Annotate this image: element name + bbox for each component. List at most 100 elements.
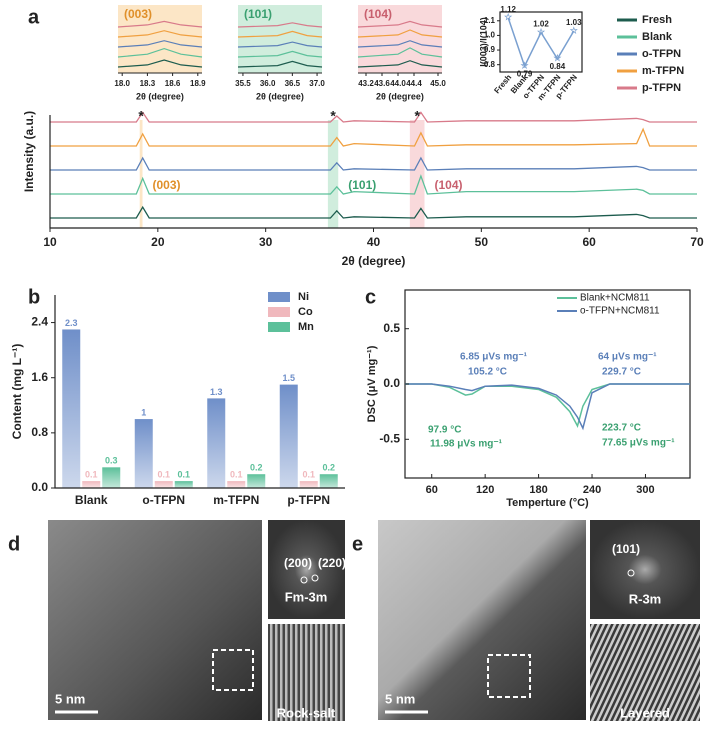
legend-swatch xyxy=(268,307,290,317)
scale-label: 5 nm xyxy=(55,691,85,706)
fft-image xyxy=(268,520,345,619)
value-label: 0.1 xyxy=(230,469,243,479)
legend-label: Mn xyxy=(298,321,314,333)
annotation: 64 μVs mg⁻¹ xyxy=(598,352,657,363)
fft-label: (200) xyxy=(284,556,312,570)
ratio-line xyxy=(507,17,575,69)
y-tick-label: 0.0 xyxy=(383,376,400,390)
roi-box xyxy=(212,649,254,691)
inset-curve xyxy=(117,47,203,58)
bar xyxy=(62,329,81,488)
x-tick-label: 18.9 xyxy=(190,79,206,88)
inset-bg xyxy=(238,5,322,73)
inset-curve xyxy=(357,20,443,28)
x-axis-label: 2θ (degree) xyxy=(342,254,406,268)
fft-label: (220) xyxy=(318,556,346,570)
panel-letter: d xyxy=(8,533,20,555)
inset-curve xyxy=(117,59,203,68)
value-label: 0.2 xyxy=(322,463,335,473)
inset-curve xyxy=(237,30,323,38)
x-tick-label: 44.4 xyxy=(406,79,422,88)
x-tick-label: 36.0 xyxy=(260,79,276,88)
x-tick-label: 30 xyxy=(259,235,273,249)
x-tick-label: m-TFPN xyxy=(213,493,259,507)
value-label: 1.02 xyxy=(533,20,549,29)
structure-label: Layered xyxy=(620,705,670,720)
ratio-point: ☆ xyxy=(537,27,546,37)
highlight-band xyxy=(139,120,143,228)
inset-curve xyxy=(357,60,443,68)
x-tick-label: 180 xyxy=(529,484,547,496)
x-tick-label: 43.2 xyxy=(358,79,374,88)
x-axis-label: 2θ (degree) xyxy=(136,91,184,101)
inset-curve xyxy=(117,30,203,38)
y-axis-label: I(003)/I(104) xyxy=(478,17,488,67)
inset-curve xyxy=(357,47,443,58)
x-tick-label: 37.0 xyxy=(309,79,325,88)
legend-label: Co xyxy=(298,306,313,318)
x-tick-label: 18.3 xyxy=(140,79,156,88)
inset-curve xyxy=(117,20,203,28)
ratio-point: ☆ xyxy=(521,61,530,71)
legend-label: Fresh xyxy=(642,14,672,26)
value-label: 0.1 xyxy=(302,469,315,479)
axes xyxy=(49,115,697,229)
value-label: 1.12 xyxy=(500,5,516,14)
panel-letter: e xyxy=(352,533,363,555)
value-label: 0.3 xyxy=(105,456,118,466)
inset-curve xyxy=(237,60,323,68)
fft-label: (101) xyxy=(612,542,640,556)
x-tick-label: 40 xyxy=(367,235,381,249)
bar xyxy=(227,481,246,488)
legend-label: o-TFPN xyxy=(642,48,681,60)
tem-image xyxy=(48,520,262,720)
x-tick-label: 70 xyxy=(690,235,704,249)
value-label: 0.84 xyxy=(550,62,566,71)
y-axis-label: Intensity (a.u.) xyxy=(22,111,36,192)
fft-spot xyxy=(627,569,635,577)
annotation: 6.85 μVs mg⁻¹ xyxy=(460,352,528,363)
roi-box xyxy=(487,654,531,698)
scale-label: 5 nm xyxy=(385,691,415,706)
bar xyxy=(134,419,153,488)
y-axis-label: Content (mg L⁻¹) xyxy=(10,344,24,440)
x-tick-label: 10 xyxy=(43,235,57,249)
dsc-curve xyxy=(405,383,690,429)
panel-letter: c xyxy=(365,286,376,308)
fft-image xyxy=(590,520,700,619)
x-tick-label: 45.0 xyxy=(430,79,446,88)
value-label: 0.1 xyxy=(157,469,170,479)
ifft-image xyxy=(590,624,700,721)
bar xyxy=(102,467,121,488)
inset-curve xyxy=(237,22,323,28)
inset-curve xyxy=(237,41,323,48)
annotation: 97.9 °C xyxy=(428,425,461,436)
xrd-curve xyxy=(50,205,697,219)
peak-marker: * xyxy=(330,108,336,124)
panel-letter: b xyxy=(28,286,40,308)
legend-label: Ni xyxy=(298,291,309,303)
bar xyxy=(299,481,318,488)
peak-label: (101) xyxy=(348,178,376,192)
x-tick-label: Blank xyxy=(75,493,108,507)
x-tick-label: 36.5 xyxy=(285,79,301,88)
legend-swatch xyxy=(268,292,290,302)
x-tick-label: 120 xyxy=(476,484,494,496)
bar xyxy=(154,481,173,488)
panel-e: e 5 nm (101) R-3m Layered xyxy=(352,520,700,721)
x-tick-label: 60 xyxy=(426,484,438,496)
y-tick-label: 0.8 xyxy=(484,60,496,69)
inset-title: (104) xyxy=(364,7,392,21)
value-label: 2.3 xyxy=(65,318,78,328)
bar xyxy=(82,481,101,488)
x-tick-label: 60 xyxy=(582,235,596,249)
highlight-band xyxy=(409,120,425,228)
x-tick-label: o-TFPN xyxy=(142,493,185,507)
inset-curve xyxy=(237,50,323,58)
fft-spot xyxy=(300,576,308,584)
y-tick-label: 2.4 xyxy=(31,315,48,329)
bar xyxy=(279,384,298,488)
legend-label: o-TFPN+NCM811 xyxy=(580,306,660,317)
value-label: 0.1 xyxy=(85,469,98,479)
